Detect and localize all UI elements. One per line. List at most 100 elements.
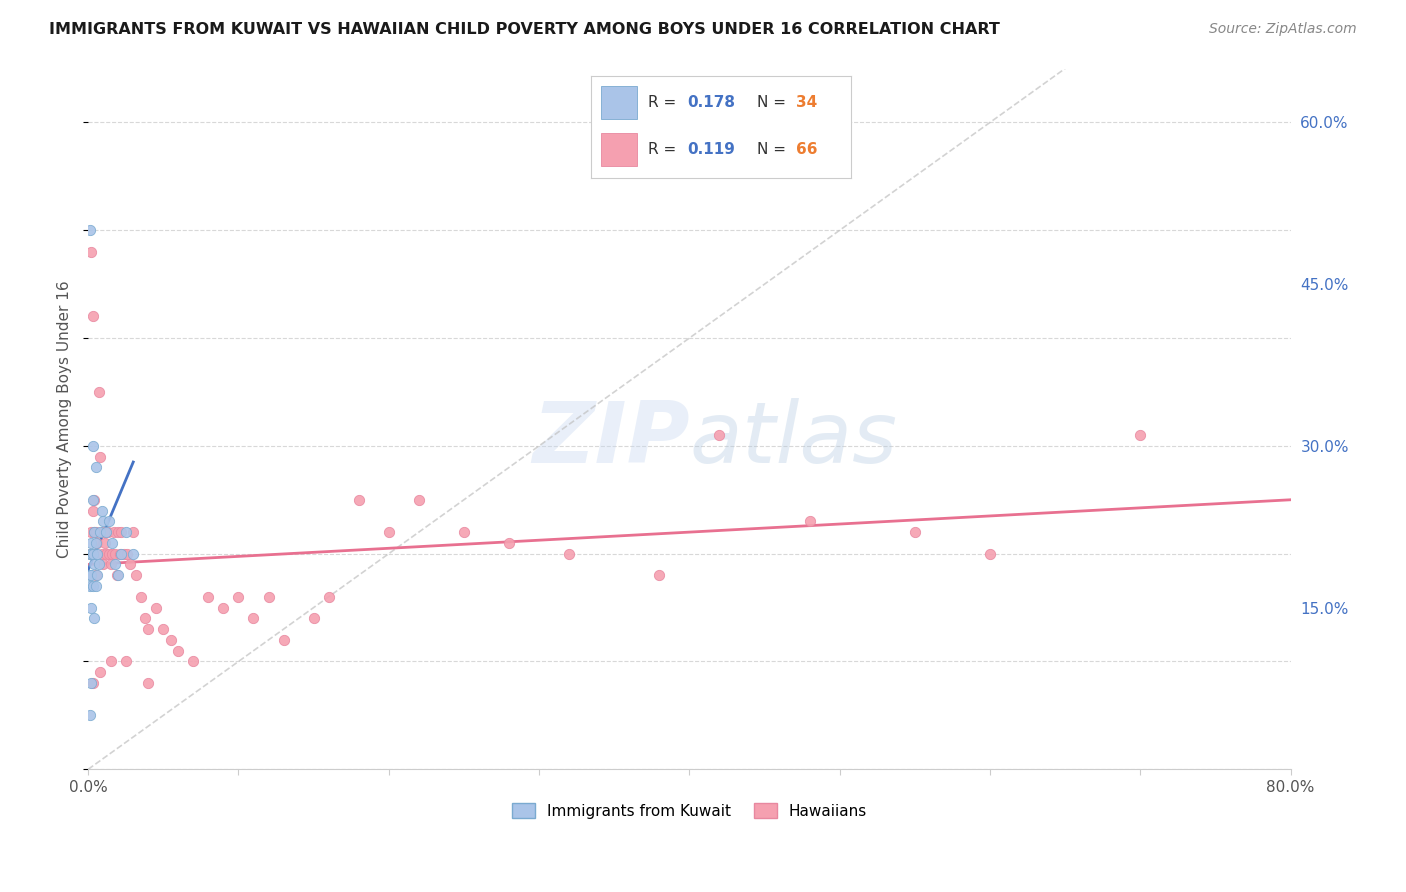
Point [84, 525, 107, 540]
Point [83, 525, 105, 540]
Point [318, 590, 340, 604]
Point [82, 547, 104, 561]
Point [79, 547, 101, 561]
Point [107, 525, 129, 540]
Point [83, 492, 105, 507]
Point [1129, 428, 1152, 442]
Point [114, 655, 136, 669]
Text: atlas: atlas [689, 399, 897, 482]
Point [242, 611, 264, 625]
Point [408, 492, 430, 507]
Point [134, 611, 156, 625]
Point [82, 676, 104, 690]
Text: IMMIGRANTS FROM KUWAIT VS HAWAIIAN CHILD POVERTY AMONG BOYS UNDER 16 CORRELATION: IMMIGRANTS FROM KUWAIT VS HAWAIIAN CHILD… [49, 22, 1000, 37]
Point [114, 525, 136, 540]
Point [91, 514, 114, 528]
Point [115, 547, 138, 561]
Point [108, 547, 131, 561]
Text: R =: R = [648, 142, 681, 157]
Text: ZIP: ZIP [531, 399, 689, 482]
Point [79, 579, 101, 593]
Point [136, 676, 159, 690]
Point [347, 492, 370, 507]
Point [80, 525, 103, 540]
Text: R =: R = [648, 95, 681, 110]
Point [83, 611, 105, 625]
Text: 0.178: 0.178 [686, 95, 735, 110]
Point [89, 665, 111, 680]
Point [159, 632, 181, 647]
Point [904, 525, 927, 540]
Point [89, 450, 111, 464]
Point [125, 568, 148, 582]
Bar [600, 87, 637, 119]
Point [98, 514, 121, 528]
Legend: Immigrants from Kuwait, Hawaiians: Immigrants from Kuwait, Hawaiians [506, 797, 873, 825]
Point [82, 503, 104, 517]
Text: N =: N = [756, 142, 790, 157]
Point [257, 590, 280, 604]
Point [104, 547, 127, 561]
Point [136, 622, 159, 636]
Point [82, 439, 104, 453]
Point [84, 579, 107, 593]
Point [84, 460, 107, 475]
Point [101, 547, 124, 561]
Point [96, 547, 118, 561]
Point [197, 590, 219, 604]
Point [799, 514, 821, 528]
Y-axis label: Child Poverty Among Boys Under 16: Child Poverty Among Boys Under 16 [58, 280, 72, 558]
Point [82, 492, 104, 507]
Point [96, 525, 118, 540]
Point [101, 536, 124, 550]
Point [82, 579, 104, 593]
Point [110, 547, 132, 561]
Point [709, 428, 731, 442]
Point [93, 536, 115, 550]
Point [80, 600, 103, 615]
Point [273, 632, 295, 647]
Text: 0.119: 0.119 [686, 142, 735, 157]
Point [152, 622, 174, 636]
Point [183, 655, 205, 669]
Point [83, 525, 105, 540]
Point [145, 600, 167, 615]
Point [82, 310, 104, 324]
Point [979, 547, 1001, 561]
Point [648, 568, 671, 582]
Point [302, 611, 325, 625]
Point [79, 708, 101, 723]
Point [122, 525, 145, 540]
Point [110, 525, 132, 540]
Point [90, 547, 112, 561]
Point [104, 558, 127, 572]
Text: Source: ZipAtlas.com: Source: ZipAtlas.com [1209, 22, 1357, 37]
Point [122, 547, 145, 561]
Point [84, 568, 107, 582]
Point [80, 536, 103, 550]
Point [100, 655, 122, 669]
Point [107, 568, 129, 582]
Point [103, 525, 125, 540]
Point [98, 547, 121, 561]
Point [80, 568, 103, 582]
Point [167, 643, 190, 657]
Point [82, 547, 104, 561]
Point [79, 568, 101, 582]
Point [100, 558, 122, 572]
Point [87, 384, 110, 399]
Point [86, 568, 108, 582]
Point [378, 525, 401, 540]
Point [80, 676, 103, 690]
Bar [600, 133, 637, 166]
Point [90, 503, 112, 517]
Point [86, 547, 108, 561]
Point [453, 525, 475, 540]
Point [80, 547, 103, 561]
Point [120, 558, 142, 572]
Point [91, 558, 114, 572]
Text: 66: 66 [796, 142, 817, 157]
Point [97, 525, 120, 540]
Point [86, 536, 108, 550]
Point [228, 590, 250, 604]
